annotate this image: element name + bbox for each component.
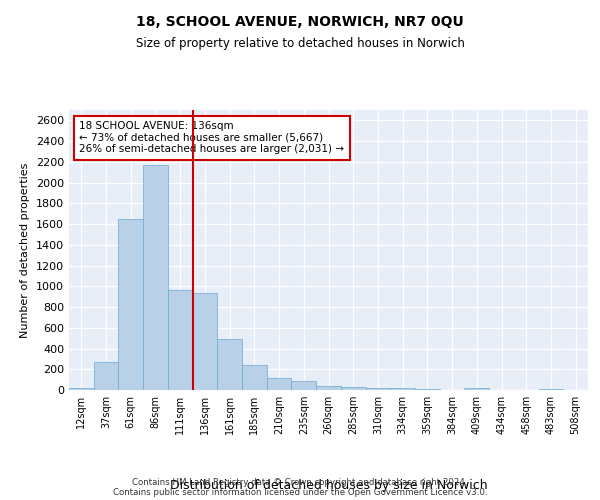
Y-axis label: Number of detached properties: Number of detached properties bbox=[20, 162, 31, 338]
Bar bbox=[341, 386, 365, 390]
Bar bbox=[193, 292, 217, 390]
Bar bbox=[390, 388, 415, 390]
Bar bbox=[464, 388, 489, 390]
Bar bbox=[168, 290, 193, 390]
Bar bbox=[94, 362, 118, 390]
Text: Size of property relative to detached houses in Norwich: Size of property relative to detached ho… bbox=[136, 38, 464, 51]
Bar bbox=[69, 388, 94, 390]
Text: 18 SCHOOL AVENUE: 136sqm
← 73% of detached houses are smaller (5,667)
26% of sem: 18 SCHOOL AVENUE: 136sqm ← 73% of detach… bbox=[79, 121, 344, 154]
Text: Contains HM Land Registry data © Crown copyright and database right 2024.
Contai: Contains HM Land Registry data © Crown c… bbox=[113, 478, 487, 497]
Bar bbox=[267, 378, 292, 390]
Bar bbox=[292, 380, 316, 390]
Bar bbox=[143, 165, 168, 390]
Bar bbox=[415, 389, 440, 390]
Bar bbox=[242, 365, 267, 390]
Bar bbox=[118, 219, 143, 390]
X-axis label: Distribution of detached houses by size in Norwich: Distribution of detached houses by size … bbox=[170, 478, 487, 492]
Bar bbox=[316, 386, 341, 390]
Bar bbox=[217, 338, 242, 390]
Bar bbox=[365, 388, 390, 390]
Text: 18, SCHOOL AVENUE, NORWICH, NR7 0QU: 18, SCHOOL AVENUE, NORWICH, NR7 0QU bbox=[136, 16, 464, 30]
